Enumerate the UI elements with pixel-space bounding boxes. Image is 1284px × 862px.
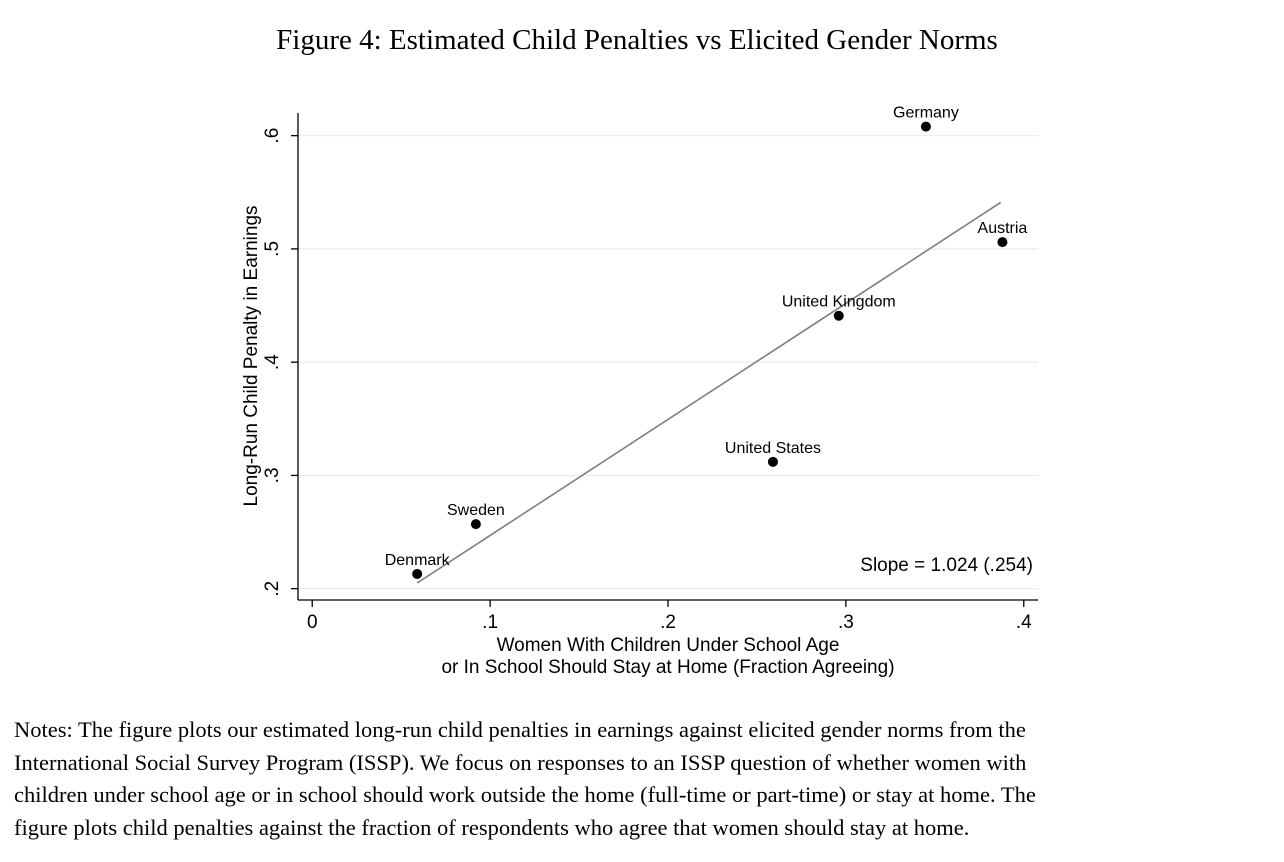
data-point-label: Germany (893, 105, 959, 122)
y-axis-ticks: .2 .3 .4 .5 .6 (262, 128, 298, 597)
x-tick-label: .1 (482, 612, 498, 633)
x-tick-label: .3 (838, 612, 854, 633)
x-tick-label: 0 (307, 612, 318, 633)
data-points: Denmark Sweden United States United Kingdom… (385, 105, 1028, 579)
notes-line: children under school age or in school s… (14, 782, 1036, 807)
y-tick-label: .6 (262, 128, 283, 144)
figure-title: Figure 4: Estimated Child Penalties vs E… (276, 24, 998, 56)
data-point-label: United States (725, 440, 821, 457)
data-point (833, 310, 844, 321)
scatter-chart: 0 .1 .2 .3 .4 .2 .3 .4 .5 .6 Denmark Sweden United… (241, 105, 1038, 678)
data-point-label: Austria (978, 220, 1028, 237)
figure-notes: Notes: The figure plots our estimated lo… (14, 714, 1264, 844)
notes-line: Notes: The figure plots our estimated lo… (14, 717, 1026, 742)
data-point-label: Sweden (447, 502, 505, 519)
x-axis-ticks: 0 .1 .2 .3 .4 (307, 600, 1032, 633)
y-tick-label: .3 (262, 467, 283, 483)
data-point-label: United Kingdom (782, 294, 896, 311)
notes-line: International Social Survey Program (ISS… (14, 749, 1027, 775)
fit-line-group (416, 201, 1002, 584)
slope-annotation: Slope = 1.024 (.254) (860, 555, 1033, 576)
data-point (470, 519, 481, 530)
y-axis-title: Long-Run Child Penalty in Earnings (241, 205, 262, 506)
fit-line (416, 201, 1002, 584)
data-point (767, 456, 778, 467)
x-axis-title-line-2: or In School Should Stay at Home (Fracti… (441, 657, 894, 678)
data-point (412, 568, 423, 579)
y-tick-label: .5 (262, 241, 283, 257)
y-tick-label: .2 (262, 581, 283, 597)
x-axis-title-line-1: Women With Children Under School Age (497, 635, 840, 656)
x-tick-label: .4 (1016, 612, 1032, 633)
axes (297, 113, 1038, 601)
x-tick-label: .2 (660, 612, 676, 633)
grid-lines (298, 135, 1038, 590)
notes-line: figure plots child penalties against the… (14, 814, 970, 840)
y-tick-label: .4 (262, 354, 283, 370)
data-point (997, 237, 1008, 248)
data-point (920, 121, 931, 132)
data-point-label: Denmark (385, 552, 451, 569)
